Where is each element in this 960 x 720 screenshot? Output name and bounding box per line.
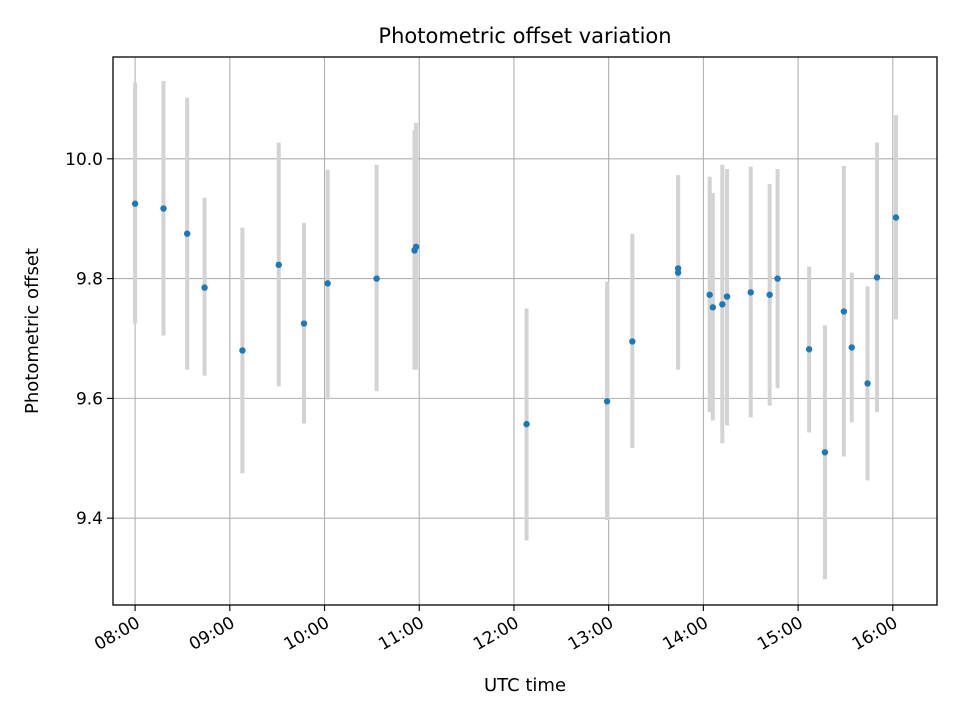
- data-point: [848, 344, 855, 351]
- data-point: [805, 346, 813, 353]
- data-points: [131, 200, 900, 456]
- x-tick-label: 12:00: [470, 613, 522, 655]
- x-axis-label: UTC time: [484, 675, 566, 696]
- y-tick-label: 9.6: [76, 389, 103, 409]
- y-tick-label: 9.8: [76, 270, 103, 290]
- y-tick-label: 9.4: [76, 509, 103, 529]
- data-point: [239, 347, 246, 354]
- x-tick-label: 10:00: [281, 613, 333, 655]
- data-point: [719, 301, 726, 308]
- y-tick-label: 10.0: [65, 150, 103, 170]
- chart-title: Photometric offset variation: [378, 24, 671, 48]
- data-point: [201, 284, 208, 291]
- data-point: [523, 420, 530, 428]
- data-point: [747, 289, 754, 296]
- data-point: [183, 230, 191, 237]
- data-point: [629, 338, 636, 345]
- y-axis-ticks: 9.4 9.6 9.8 10.0: [65, 150, 113, 529]
- plot-frame: [112, 56, 938, 606]
- data-point: [766, 291, 773, 298]
- data-point: [774, 275, 781, 282]
- data-point: [864, 380, 871, 387]
- data-point: [840, 308, 848, 315]
- data-point: [821, 449, 829, 456]
- data-point: [709, 304, 717, 311]
- data-point: [373, 275, 380, 282]
- x-tick-label: 08:00: [91, 613, 143, 655]
- data-point: [892, 214, 900, 221]
- data-point: [674, 269, 682, 276]
- error-bars: [133, 80, 898, 580]
- x-tick-label: 16:00: [849, 613, 901, 655]
- x-tick-label: 11:00: [375, 613, 427, 655]
- data-point: [412, 243, 420, 251]
- data-point: [723, 293, 731, 300]
- data-point: [324, 280, 331, 287]
- x-tick-label: 15:00: [754, 613, 806, 655]
- data-point: [275, 261, 282, 269]
- x-tick-label: 09:00: [186, 613, 238, 655]
- x-tick-label: 14:00: [659, 613, 711, 655]
- data-point: [873, 274, 881, 281]
- data-point: [131, 200, 139, 207]
- data-point: [706, 291, 713, 298]
- data-point: [300, 320, 308, 327]
- data-point: [603, 398, 611, 405]
- x-tick-label: 13:00: [565, 613, 617, 655]
- y-axis-label: Photometric offset: [22, 248, 43, 414]
- data-point: [160, 205, 167, 212]
- x-axis-ticks: 08:00 09:00 10:00 11:00 12:00 13:00 14:00 15:00…: [91, 605, 901, 655]
